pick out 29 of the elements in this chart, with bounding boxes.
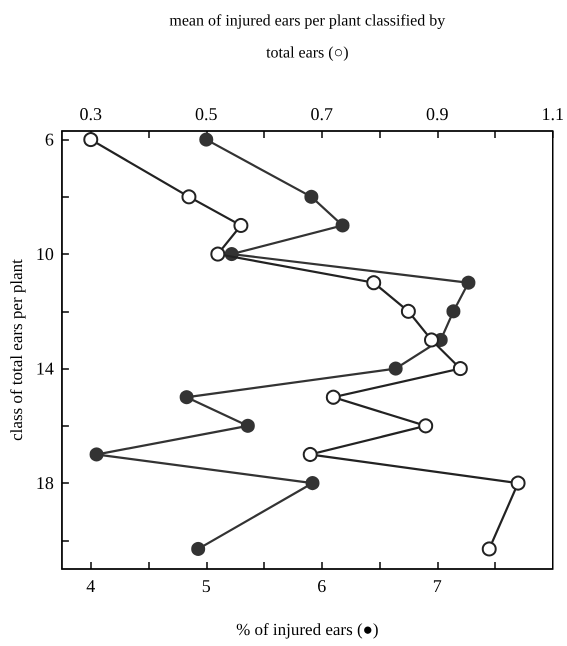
x2-tick-label: 1.1	[542, 104, 564, 124]
point	[181, 189, 196, 204]
point	[424, 332, 439, 348]
point	[482, 541, 497, 556]
point	[83, 132, 98, 148]
point	[452, 361, 468, 376]
y-tick-label: 18	[36, 473, 54, 494]
x-tick-label: 6	[317, 576, 326, 596]
point	[366, 275, 382, 290]
x2-tick-label: 0.7	[310, 104, 334, 124]
point	[400, 304, 416, 319]
point	[326, 390, 341, 405]
x2-axis-title: mean of injured ears per plant classified by total ears (○)	[169, 12, 446, 62]
point	[210, 246, 226, 262]
point	[302, 446, 318, 462]
x-axis-title: % of injured ears (●)	[236, 620, 379, 639]
x2-tick-label: 0.5	[195, 104, 218, 124]
x-tick-label: 7	[432, 576, 442, 596]
point	[510, 476, 526, 491]
x2-tick-label: 0.3	[80, 104, 102, 124]
y-tick-label: 6	[44, 130, 54, 150]
x-tick-label: 4	[86, 576, 96, 596]
x-tick-label: 5	[202, 576, 211, 596]
point	[233, 218, 248, 233]
x2-tick-label: 0.9	[426, 104, 449, 124]
y-tick-label: 10	[36, 244, 54, 264]
y-tick-label: 14	[36, 358, 54, 379]
point	[418, 418, 434, 434]
y-axis-title: class of total ears per plant	[7, 258, 26, 441]
